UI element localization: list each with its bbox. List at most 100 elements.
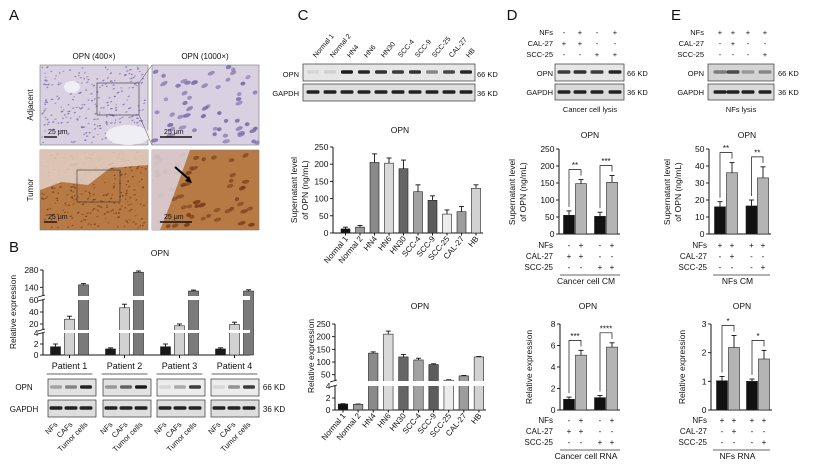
- nucleus: [110, 100, 113, 103]
- nucleus: [90, 92, 93, 95]
- y-tick-label: 0: [702, 405, 707, 415]
- nucleus: [167, 122, 174, 128]
- nucleus: [249, 128, 257, 134]
- group-label: Patient 3: [162, 361, 198, 371]
- nucleus: [212, 126, 218, 131]
- nucleus: [76, 212, 79, 214]
- condition-mark: +: [579, 252, 584, 261]
- nucleus: [85, 89, 88, 91]
- nucleus: [217, 111, 222, 116]
- blot-band: [105, 385, 117, 389]
- bar: [726, 172, 738, 235]
- blot-opn-patient-1: [47, 378, 97, 397]
- bar: [714, 206, 726, 235]
- condition-mark: +: [730, 241, 735, 250]
- bar: [215, 348, 226, 356]
- nucleus: [70, 140, 73, 143]
- blot-membrane-opn: [707, 63, 775, 82]
- nucleus: [240, 209, 248, 214]
- nucleus: [50, 114, 53, 116]
- blot-band: [713, 70, 727, 74]
- bar: [428, 364, 439, 411]
- y-tick-label: 280: [24, 265, 38, 275]
- blot-band: [590, 90, 604, 94]
- nucleus: [140, 166, 144, 169]
- nucleus: [177, 114, 184, 120]
- nucleus: [91, 141, 93, 144]
- y-tick-label: 1: [702, 376, 707, 386]
- condition-label: SCC-25: [525, 263, 554, 272]
- nucleus: [130, 203, 133, 205]
- nucleus: [100, 107, 103, 109]
- nucleus: [107, 222, 110, 224]
- nucleus: [93, 118, 96, 121]
- nucleus: [130, 208, 133, 211]
- nucleus: [105, 204, 109, 207]
- nucleus: [86, 198, 90, 200]
- nucleus: [42, 141, 45, 144]
- condition-mark: +: [718, 28, 723, 37]
- nucleus: [105, 122, 109, 124]
- condition-mark: +: [610, 416, 615, 425]
- blot-row-label-opn: OPN: [537, 69, 553, 78]
- nucleus: [50, 214, 53, 217]
- nucleus: [67, 110, 70, 113]
- nucleus: [43, 110, 46, 112]
- nucleus: [98, 113, 101, 115]
- chart-title: OPN: [579, 301, 597, 311]
- nucleus: [131, 119, 134, 122]
- nucleus: [81, 126, 84, 129]
- condition-mark: +: [763, 50, 768, 59]
- bar: [745, 205, 758, 235]
- axis-break-mark: [37, 328, 46, 332]
- bar: [188, 290, 199, 356]
- condition-mark: -: [747, 50, 750, 59]
- nucleus: [50, 186, 54, 188]
- blot-lane-label: HN4: [346, 44, 360, 59]
- nucleus: [120, 174, 123, 176]
- nucleus: [84, 117, 88, 119]
- nucleus: [87, 108, 90, 110]
- nucleus: [83, 72, 86, 74]
- nucleus: [222, 139, 231, 144]
- nucleus: [127, 95, 131, 98]
- nucleus: [128, 210, 132, 212]
- nucleus: [126, 221, 129, 224]
- nucleus: [133, 83, 137, 85]
- y-tick-label: 3: [702, 319, 707, 329]
- nucleus: [123, 225, 126, 228]
- nucleus: [133, 75, 137, 77]
- condition-label: NFs: [538, 241, 553, 250]
- nucleus: [70, 186, 73, 188]
- condition-mark: -: [599, 241, 602, 250]
- nucleus: [92, 84, 96, 87]
- blot-kd-36: 36 KD: [778, 88, 799, 97]
- nucleus: [106, 116, 108, 118]
- group-label: Patient 4: [217, 361, 253, 371]
- y-tick-label: 150: [314, 176, 328, 186]
- y-tick-label: 0: [550, 229, 555, 239]
- bar: [716, 380, 728, 411]
- nucleus: [135, 199, 138, 201]
- chart-e2: OPN Relative expression 0 1 2 3 * * NFs + + + + CAL-2…: [677, 301, 772, 461]
- condition-mark: -: [719, 252, 722, 261]
- condition-mark: -: [763, 427, 766, 436]
- nucleus: [109, 72, 112, 74]
- nucleus: [229, 206, 235, 211]
- y-tick-label: 6: [551, 341, 556, 351]
- condition-mark: -: [719, 50, 722, 59]
- panel-label-b: B: [9, 239, 19, 256]
- panel-label-e: E: [671, 7, 681, 24]
- y-tick-label: 0: [700, 229, 705, 239]
- nucleus: [125, 194, 128, 197]
- y-tick-label: 4: [551, 362, 556, 372]
- condition-mark: +: [763, 28, 768, 37]
- condition-mark: +: [610, 241, 615, 250]
- nucleus: [42, 193, 46, 196]
- nucleus: [110, 107, 113, 110]
- chart-caption: NFs CM: [722, 276, 753, 286]
- nucleus: [58, 82, 60, 84]
- nucleus: [248, 222, 255, 227]
- blot-band: [713, 90, 727, 94]
- nucleus: [84, 132, 88, 134]
